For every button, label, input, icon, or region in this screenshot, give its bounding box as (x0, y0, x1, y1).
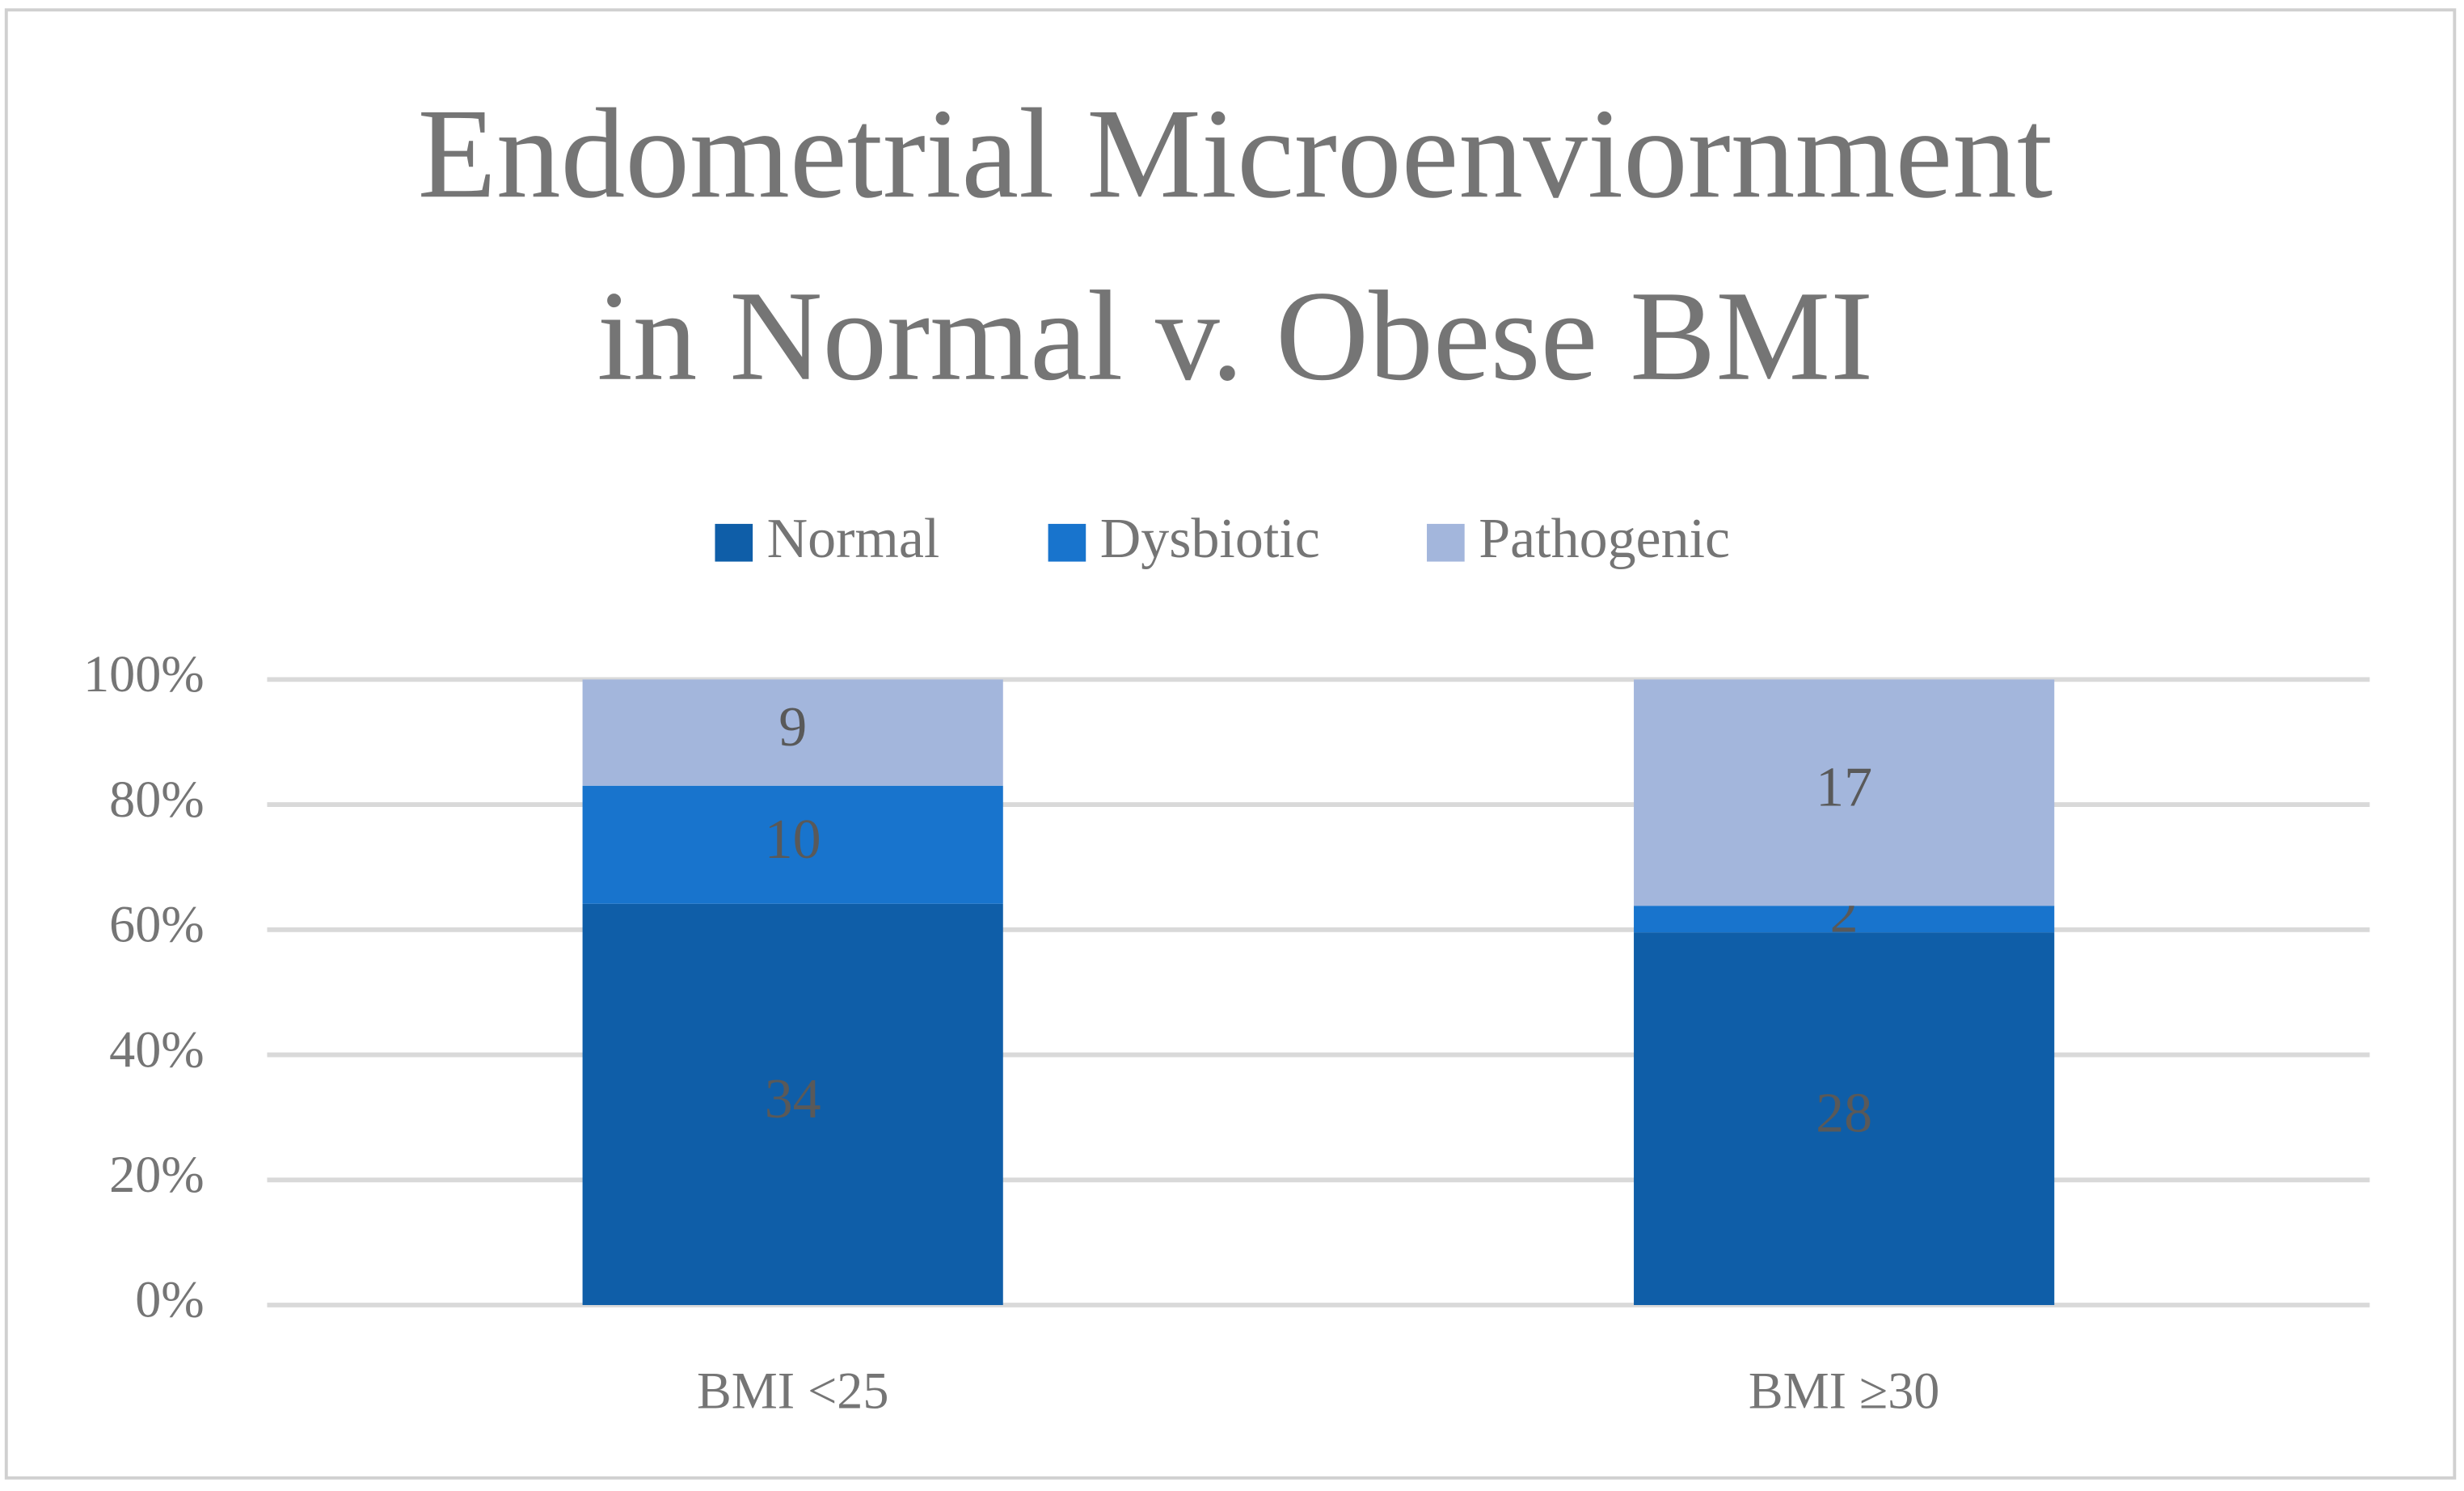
y-tick-label: 40% (109, 1020, 205, 1078)
y-tick-label: 100% (83, 645, 205, 703)
legend-label: Normal (767, 508, 940, 570)
legend-label: Pathogenic (1479, 508, 1730, 570)
bar-segment (582, 785, 1003, 904)
bar-segment (1634, 932, 2055, 1306)
bar-segment (1634, 906, 2055, 933)
x-tick-label: BMI ≥30 (1749, 1362, 1940, 1419)
y-tick-label: 20% (109, 1146, 205, 1203)
y-tick-label: 60% (109, 896, 205, 953)
chart-title: Endometrial Microenviornment (418, 82, 2053, 225)
bar-segment (582, 903, 1003, 1306)
legend-swatch (1048, 523, 1086, 562)
y-tick-label: 0% (135, 1271, 204, 1328)
y-tick-label: 80% (109, 771, 205, 828)
bar-segment (1634, 679, 2055, 906)
chart-border (4, 8, 2457, 1480)
x-tick-label: BMI <25 (697, 1362, 888, 1419)
data-label: 9 (778, 696, 807, 758)
data-label: 34 (765, 1068, 821, 1130)
data-label: 28 (1816, 1083, 1872, 1145)
legend-swatch (715, 523, 753, 562)
legend-label: Dysbiotic (1100, 508, 1320, 570)
data-label: 17 (1816, 756, 1872, 818)
chart-title: in Normal v. Obese BMI (597, 265, 1874, 408)
legend-swatch (1427, 523, 1465, 562)
bar-segment (582, 679, 1003, 786)
data-label: 10 (765, 809, 821, 871)
